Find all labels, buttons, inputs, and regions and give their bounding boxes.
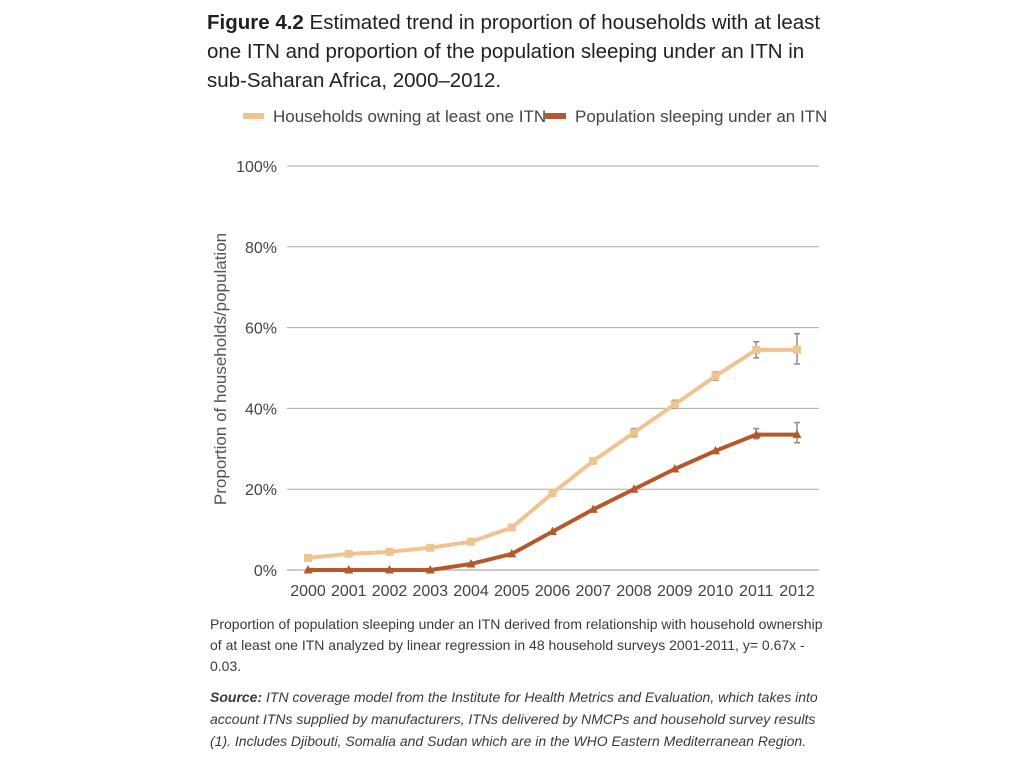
figure-title-block: Figure 4.2 Estimated trend in proportion… [207,8,847,95]
legend-swatch [243,113,264,119]
figure-label: Figure 4.2 [207,11,304,34]
series-line [308,432,797,572]
data-point [629,484,639,493]
x-axis-ticks: 2000 2001 2002 2003 2004 2005 2006 2007 2008 2009… [290,583,815,600]
data-point [752,345,761,354]
x-tick-label: 2009 [657,583,693,600]
y-axis-label: Proportion of households/population [211,233,230,505]
legend-item: Population sleeping under an ITN [545,107,827,126]
data-point [751,429,761,439]
chart-grid [287,165,819,571]
data-point [589,456,598,465]
source-text: ITN coverage model from the Institute fo… [210,689,818,749]
x-tick-label: 2008 [616,583,652,600]
data-point [425,565,435,574]
data-point [507,523,516,532]
series-households [304,332,801,562]
x-tick-label: 2005 [494,583,530,600]
data-point [466,558,476,568]
data-point [670,464,680,473]
chart-series [303,332,802,574]
chart-note: Proportion of population sleeping under … [210,616,823,674]
y-tick-label: 20% [245,482,277,499]
x-tick-label: 2002 [372,583,408,600]
data-point [670,400,679,409]
x-tick-label: 2007 [575,583,611,600]
data-point [426,543,435,552]
x-tick-label: 2010 [698,583,734,600]
y-tick-label: 60% [245,321,277,338]
figure-title: Estimated trend in proportion of househo… [207,11,821,92]
x-tick-label: 2001 [331,583,367,600]
data-point [630,428,638,437]
data-point [344,549,353,558]
data-point [792,429,802,439]
data-point [385,547,394,556]
legend-item: Households owning at least one ITN [243,107,546,126]
chart-source: Source: ITN coverage model from the Inst… [210,686,840,752]
y-tick-label: 40% [245,401,277,418]
legend-label: Population sleeping under an ITN [575,107,827,126]
data-point [588,504,598,513]
x-tick-label: 2012 [779,583,815,600]
source-label: Source: [210,689,263,705]
legend-swatch [545,113,566,119]
data-point [711,445,720,455]
data-point [507,548,517,558]
y-tick-label: 80% [245,240,277,257]
x-tick-label: 2011 [739,583,774,600]
x-tick-label: 2003 [412,583,448,600]
y-tick-label: 0% [254,563,277,580]
series-population [303,421,802,574]
data-point [304,553,312,562]
data-point [467,537,475,546]
data-point [303,565,313,574]
data-point [793,345,801,354]
data-point [711,372,720,381]
y-tick-label: 100% [236,159,277,176]
chart-legend: Households owning at least one ITN Popula… [243,107,827,126]
data-point [385,565,394,574]
x-tick-label: 2004 [453,583,489,600]
data-point [548,489,557,498]
x-tick-label: 2000 [290,583,326,600]
data-point [344,565,354,574]
y-axis-ticks: 0% 20% 40% 60% 80% 100% [236,159,277,580]
x-tick-label: 2006 [535,583,571,600]
legend-label: Households owning at least one ITN [273,107,546,126]
data-point [548,526,557,536]
